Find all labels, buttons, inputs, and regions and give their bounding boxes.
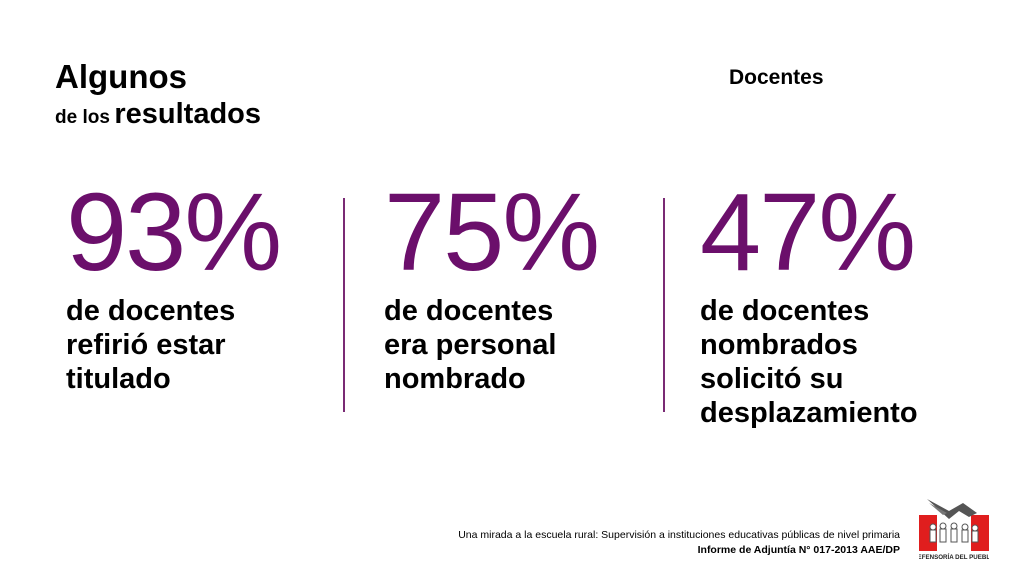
subtitle-prefix: de los <box>55 107 110 128</box>
stat-block-titulados: 93% de docentes refirió estar titulado <box>66 171 282 396</box>
subtitle-main: resultados <box>114 98 262 130</box>
stat-block-nombrados: 75% de docentes era personal nombrado <box>384 171 600 396</box>
citation-title: Una mirada a la escuela rural: Supervisi… <box>458 529 900 541</box>
defensoria-logo-icon: DEFENSORÍA DEL PUEBLO <box>913 493 995 561</box>
stat-block-desplazamiento: 47% de docentes nombrados solicitó su de… <box>700 178 918 430</box>
column-divider <box>663 198 665 412</box>
stat-description-line: nombrado <box>384 363 526 395</box>
stat-description: de docentes nombrados solicitó su despla… <box>700 294 918 430</box>
stat-description-line: refirió estar <box>66 329 226 361</box>
source-citation: Una mirada a la escuela rural: Supervisi… <box>458 528 900 558</box>
stat-description: de docentes era personal nombrado <box>384 294 598 396</box>
stat-description-line: titulado <box>66 363 171 395</box>
stat-description-line: era personal <box>384 329 557 361</box>
stat-description-line: nombrados <box>700 329 858 361</box>
stat-description-line: desplazamiento <box>700 397 918 429</box>
stat-description-line: solicitó su <box>700 363 844 395</box>
stat-description-line: de docentes <box>66 295 236 327</box>
page-title: Algunos <box>55 58 187 95</box>
citation-report: Informe de Adjuntía N° 017-2013 AAE/DP <box>697 544 900 556</box>
page-subtitle: de los resultados <box>55 96 261 137</box>
stat-description: de docentes refirió estar titulado <box>66 294 280 396</box>
column-divider <box>343 198 345 412</box>
stat-value: 93% <box>66 171 282 294</box>
stat-value: 75% <box>384 171 600 294</box>
stat-description-line: de docentes <box>700 295 870 327</box>
logo-text: DEFENSORÍA DEL PUEBLO <box>919 553 989 561</box>
stat-description-line: de docentes <box>384 295 554 327</box>
category-label: Docentes <box>729 66 824 89</box>
stat-value: 47% <box>700 171 916 294</box>
